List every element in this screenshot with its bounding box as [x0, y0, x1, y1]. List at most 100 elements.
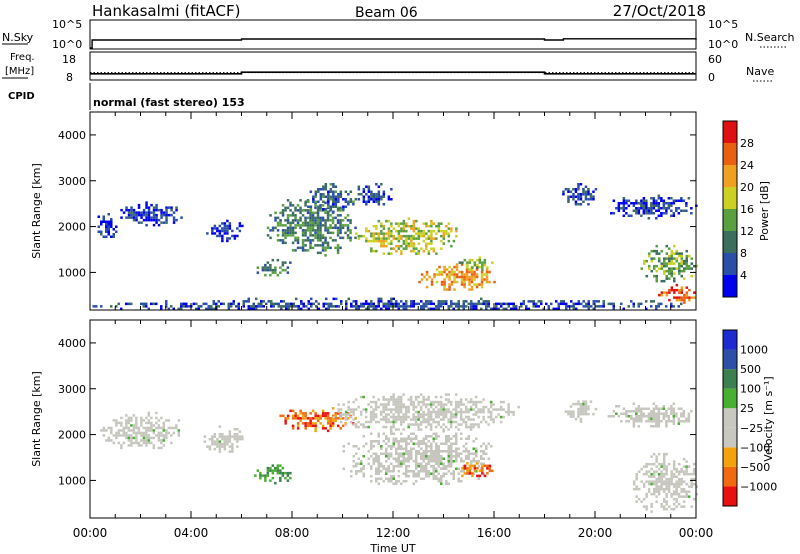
power-cell — [584, 185, 588, 188]
velocity-cell — [462, 460, 465, 463]
power-cell — [460, 273, 464, 276]
velocity-cell — [304, 414, 307, 418]
power-cell — [455, 302, 458, 306]
velocity-cell — [472, 472, 475, 475]
power-cell — [582, 193, 585, 196]
power-cell — [440, 283, 444, 286]
power-colorbar-tick-label: 8 — [740, 247, 747, 260]
power-cell — [237, 302, 240, 306]
power-cell — [430, 283, 434, 286]
velocity-cell — [695, 492, 698, 496]
velocity-cell — [352, 445, 355, 448]
velocity-cell — [635, 410, 638, 413]
velocity-cell — [647, 482, 651, 486]
velocity-cell — [228, 430, 232, 433]
velocity-cell — [486, 464, 489, 468]
velocity-cell — [434, 415, 438, 419]
velocity-cell — [296, 414, 300, 418]
power-cell — [452, 307, 455, 311]
velocity-cell — [231, 445, 234, 448]
velocity-cell — [640, 410, 643, 413]
velocity-colorbar-swatch — [723, 447, 737, 467]
power-cell — [336, 206, 340, 210]
power-cell — [395, 244, 398, 248]
power-cell — [367, 195, 371, 198]
velocity-cell — [400, 452, 403, 455]
power-cell — [670, 288, 674, 292]
velocity-cell — [665, 507, 668, 511]
velocity-cell — [687, 417, 691, 420]
velocity-cell — [380, 477, 383, 480]
velocity-cell — [394, 410, 398, 414]
velocity-cell — [304, 422, 307, 425]
velocity-cell — [427, 475, 430, 478]
power-cell — [292, 305, 295, 308]
velocity-cell — [407, 465, 410, 468]
velocity-cell — [432, 467, 435, 470]
velocity-cell — [467, 418, 470, 421]
power-cell — [632, 305, 635, 308]
power-cell — [339, 224, 342, 227]
power-cell — [587, 203, 590, 206]
power-cell — [112, 235, 115, 238]
power-cell — [412, 219, 416, 223]
power-cell — [160, 213, 163, 217]
power-cell — [299, 226, 302, 230]
power-cell — [292, 302, 295, 306]
velocity-cell — [417, 423, 420, 426]
velocity-cell — [399, 403, 403, 406]
power-cell — [336, 251, 340, 255]
power-cell — [688, 296, 691, 299]
power-cell — [357, 305, 360, 308]
power-cell — [468, 261, 472, 264]
power-cell — [412, 234, 416, 238]
power-cell — [680, 257, 683, 260]
velocity-cell — [415, 467, 418, 470]
velocity-cell — [127, 429, 131, 432]
power-cell — [480, 280, 484, 284]
power-cell — [137, 213, 141, 217]
power-cell — [380, 229, 383, 233]
power-cell — [127, 211, 131, 214]
power-cell — [390, 305, 393, 308]
velocity-cell — [430, 450, 433, 453]
velocity-cell — [652, 470, 656, 473]
power-cell — [316, 221, 320, 225]
velocity-cell — [572, 402, 575, 406]
velocity-cell — [397, 460, 400, 463]
velocity-cell — [425, 452, 428, 455]
power-cell — [319, 244, 322, 247]
power-cell — [324, 195, 328, 198]
velocity-cell — [415, 457, 418, 460]
velocity-cell — [105, 439, 108, 442]
velocity-cell — [427, 415, 430, 419]
power-cell — [472, 302, 475, 306]
velocity-cell — [397, 465, 400, 468]
power-cell — [210, 307, 213, 311]
velocity-cell — [449, 420, 453, 424]
power-cell — [560, 300, 563, 303]
power-cell — [233, 237, 237, 240]
power-cell — [410, 302, 413, 306]
power-cell — [437, 302, 440, 306]
velocity-cell — [402, 455, 405, 458]
power-cell — [462, 300, 465, 303]
power-cell — [440, 247, 443, 250]
velocity-cell — [387, 408, 390, 411]
power-cell — [685, 296, 689, 299]
power-cell — [450, 302, 453, 306]
velocity-cell — [645, 420, 648, 423]
power-cell — [226, 237, 229, 240]
velocity-cell — [120, 446, 123, 450]
velocity-cell — [675, 497, 678, 501]
velocity-cell — [652, 472, 656, 476]
velocity-cell — [350, 475, 353, 478]
velocity-cell — [672, 490, 676, 493]
velocity-cell — [440, 467, 443, 470]
power-cell — [660, 291, 664, 294]
velocity-cell — [452, 477, 455, 480]
power-cell — [282, 300, 285, 303]
power-cell — [218, 229, 222, 233]
power-cell — [276, 239, 280, 242]
